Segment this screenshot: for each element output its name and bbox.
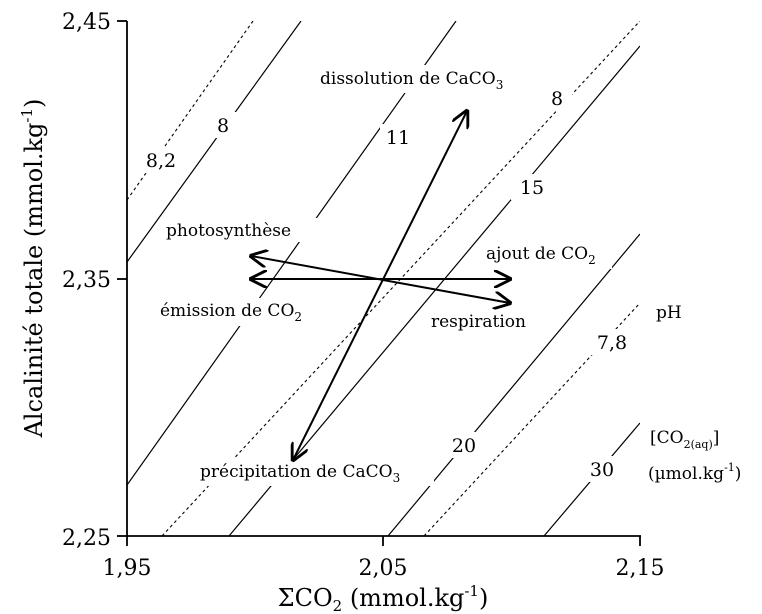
x-tick-label-2-15: 2,15 xyxy=(616,556,665,581)
ph-legend-label: pH xyxy=(656,303,682,323)
ph-isoline-label-8-2: 8,2 xyxy=(146,150,176,172)
ph-isoline-label-8: 8 xyxy=(551,88,563,110)
co2-isoline-label-8: 8 xyxy=(217,115,229,137)
label-respiration: respiration xyxy=(431,312,526,332)
x-tick-label-1-95: 1,95 xyxy=(103,556,152,581)
co2-isoline-label-11: 11 xyxy=(386,127,410,149)
co2-isoline-label-30: 30 xyxy=(590,459,614,481)
axes xyxy=(117,20,641,546)
y-tick-label-2-45: 2,45 xyxy=(62,10,111,35)
label-photosynthese: photosynthèse xyxy=(166,221,291,241)
label-emission-co2: émission de CO2 xyxy=(160,301,302,324)
arrow-photosynthesis-respiration xyxy=(251,256,510,303)
co2-isoline-label-15: 15 xyxy=(520,177,544,199)
ph-isoline-label-7-8: 7,8 xyxy=(597,332,627,354)
label-ajout-co2: ajout de CO2 xyxy=(486,244,596,267)
ph-isoline-8-2 xyxy=(127,21,254,201)
co2-legend-label: [CO2(aq)] xyxy=(650,428,719,451)
arrow-dissolution-precipitation xyxy=(293,111,467,460)
y-axis-title: Alcalinité totale (mmol.kg-1) xyxy=(18,99,48,439)
co2-isoline-8 xyxy=(127,21,302,263)
y-tick-label-2-35: 2,35 xyxy=(62,268,111,293)
x-axis-title: ΣCO2 (mmol.kg-1) xyxy=(278,582,489,614)
label-dissolution-caco3: dissolution de CaCO3 xyxy=(320,69,503,92)
y-tick-label-2-25: 2,25 xyxy=(62,526,111,551)
label-precipitation-caco3: précipitation de CaCO3 xyxy=(200,462,400,485)
co2-isoline-label-20: 20 xyxy=(452,435,476,457)
x-tick-label-2-05: 2,05 xyxy=(359,556,408,581)
co2-legend-unit: (µmol.kg-1) xyxy=(648,461,741,484)
